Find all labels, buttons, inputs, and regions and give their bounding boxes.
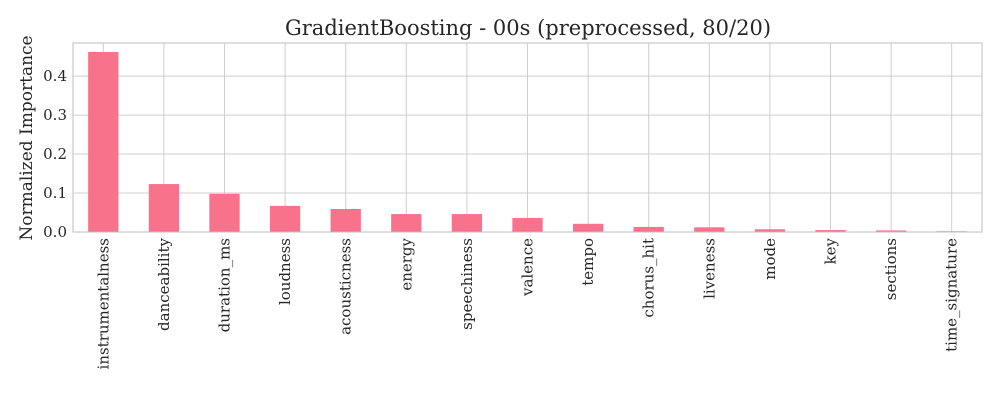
bar-key	[815, 230, 846, 232]
x-tick-label: time_signature	[943, 238, 961, 352]
bar-energy	[391, 214, 422, 232]
y-tick-label: 0.1	[43, 184, 67, 202]
x-tick-label: valence	[519, 238, 537, 297]
x-tick-labels: instrumentalness danceability duration_ms l…	[94, 237, 960, 369]
x-tick-label: chorus_hit	[640, 238, 658, 318]
bar-mode	[754, 229, 786, 232]
bar-duration-ms	[209, 193, 240, 232]
x-tick-label: instrumentalness	[94, 238, 112, 369]
y-tick-label: 0.2	[43, 145, 67, 163]
bar-loudness	[269, 205, 301, 232]
x-tick-label: duration_ms	[216, 238, 234, 332]
chart-title: GradientBoosting - 00s (preprocessed, 80…	[285, 16, 771, 40]
x-tick-label: mode	[761, 238, 779, 280]
bars	[88, 51, 967, 232]
bar-instrumentalness	[88, 51, 119, 232]
x-tick-label: loudness	[276, 238, 294, 305]
x-tick-label: danceability	[155, 237, 173, 330]
bar-valence	[512, 217, 543, 232]
bar-sections	[875, 230, 907, 232]
x-tick-label: key	[822, 237, 840, 264]
plot-frame	[72, 42, 983, 233]
bar-chorus-hit	[633, 226, 664, 232]
x-tick-label: speechiness	[458, 238, 476, 330]
x-tick-label: energy	[397, 237, 415, 290]
x-tick-label: acousticness	[337, 238, 355, 335]
x-tick-label: tempo	[579, 238, 597, 286]
y-tick-labels: 0.0 0.1 0.2 0.3 0.4	[43, 67, 67, 241]
bar-speechiness	[451, 214, 483, 232]
bar-acousticness	[330, 209, 361, 232]
y-tick-label: 0.3	[43, 106, 67, 124]
x-tick-label: sections	[882, 238, 900, 300]
x-tick-label: liveness	[700, 238, 718, 299]
bar-danceability	[148, 184, 180, 232]
y-tick-label: 0.0	[43, 223, 67, 241]
y-tick-label: 0.4	[43, 67, 67, 85]
y-axis-label: Normalized Importance	[17, 35, 37, 240]
bar-tempo	[572, 223, 604, 232]
bar-liveness	[694, 227, 725, 232]
